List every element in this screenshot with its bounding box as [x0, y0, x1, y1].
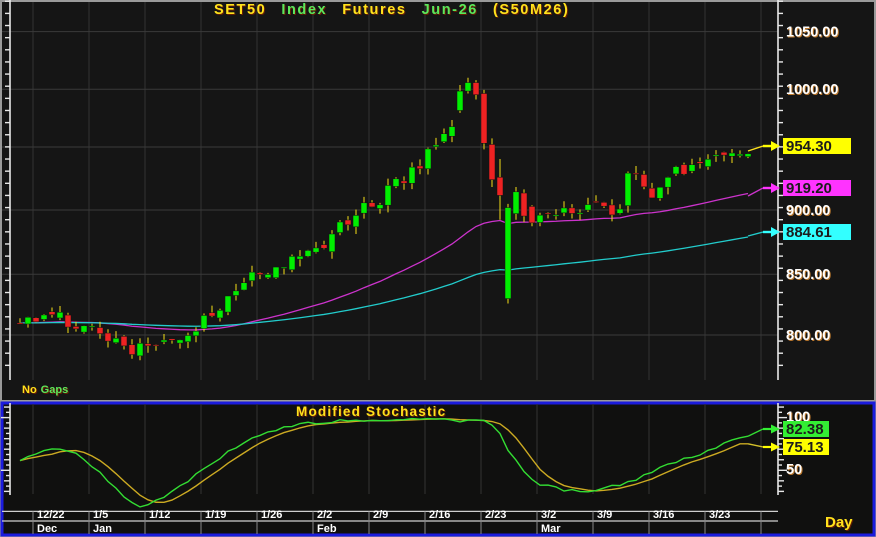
svg-text:Feb: Feb — [317, 523, 337, 535]
svg-text:2/9: 2/9 — [373, 509, 388, 521]
svg-text:3/9: 3/9 — [597, 509, 612, 521]
svg-text:919.20: 919.20 — [786, 180, 832, 197]
svg-text:Dec: Dec — [37, 523, 57, 535]
svg-text:Modified Stochastic: Modified Stochastic — [296, 404, 446, 419]
svg-text:3/16: 3/16 — [653, 509, 674, 521]
svg-text:1050.00: 1050.00 — [786, 25, 838, 41]
svg-text:12/22: 12/22 — [37, 509, 65, 521]
svg-text:Jan: Jan — [93, 523, 112, 535]
svg-text:800.00: 800.00 — [786, 328, 830, 344]
svg-text:954.30: 954.30 — [786, 138, 832, 155]
svg-text:75.13: 75.13 — [786, 439, 824, 456]
svg-text:850.00: 850.00 — [786, 267, 830, 283]
svg-text:82.38: 82.38 — [786, 421, 824, 438]
svg-text:3/23: 3/23 — [709, 509, 730, 521]
svg-text:2/2: 2/2 — [317, 509, 332, 521]
svg-text:2/16: 2/16 — [429, 509, 450, 521]
svg-text:1/12: 1/12 — [149, 509, 170, 521]
svg-text:1000.00: 1000.00 — [786, 82, 838, 98]
svg-text:900.00: 900.00 — [786, 203, 830, 219]
svg-text:1/5: 1/5 — [93, 509, 108, 521]
svg-text:Mar: Mar — [541, 523, 561, 535]
svg-text:Day: Day — [825, 514, 853, 531]
svg-text:884.61: 884.61 — [786, 224, 832, 241]
svg-text:1/26: 1/26 — [261, 509, 282, 521]
svg-text:2/23: 2/23 — [485, 509, 506, 521]
svg-text:50: 50 — [786, 462, 802, 478]
svg-text:3/2: 3/2 — [541, 509, 556, 521]
svg-text:1/19: 1/19 — [205, 509, 226, 521]
